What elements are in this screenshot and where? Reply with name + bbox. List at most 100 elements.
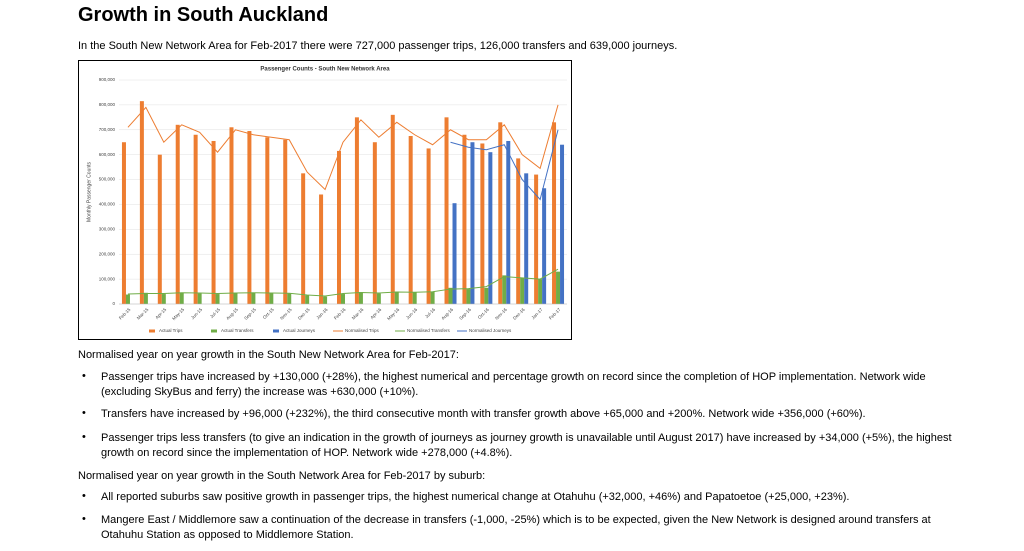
legend-label: Actual Journeys: [283, 328, 316, 333]
bar: [552, 122, 557, 304]
bar: [269, 292, 274, 304]
legend-label: Normalised Transfers: [407, 328, 451, 333]
bullet-text: Passenger trips less transfers (to give …: [101, 432, 952, 459]
x-tick-label: Oct-16: [477, 307, 490, 320]
x-tick-label: Sep-16: [458, 307, 472, 321]
x-tick-label: Jul-16: [424, 307, 437, 320]
bullet: •: [82, 490, 86, 502]
bar: [354, 117, 359, 304]
chart-box: Passenger Counts - South New Network Are…: [78, 60, 572, 340]
legend-label: Normalised Journeys: [469, 328, 512, 333]
chart: Passenger Counts - South New Network Are…: [86, 67, 567, 333]
bar: [506, 140, 511, 304]
bar: [444, 117, 449, 304]
x-tick-label: Oct-15: [262, 307, 275, 320]
bar: [538, 279, 543, 304]
bar: [462, 134, 467, 304]
x-tick-label: Jan-17: [530, 307, 544, 321]
bar: [430, 291, 435, 304]
y-tick-label: 0: [112, 301, 115, 306]
y-tick-label: 800,000: [99, 102, 116, 107]
bar: [161, 294, 166, 304]
bar: [143, 292, 148, 304]
x-tick-label: May-16: [386, 307, 400, 321]
y-tick-label: 600,000: [99, 152, 116, 157]
bullet-text: Mangere East / Middlemore saw a continua…: [101, 514, 931, 541]
bar: [251, 292, 256, 304]
bar: [197, 293, 202, 304]
bullet-text: Transfers have increased by +96,000 (+23…: [101, 408, 866, 420]
x-tick-label: Feb-17: [548, 307, 562, 321]
x-tick-label: Jan-16: [315, 307, 329, 321]
y-tick-label: 100,000: [99, 276, 116, 281]
bar: [193, 134, 198, 304]
x-tick-label: Nov-16: [494, 307, 508, 321]
x-tick-label: Jul-15: [209, 307, 222, 320]
bar: [265, 137, 270, 304]
bar: [560, 144, 565, 304]
bar: [337, 150, 341, 304]
bar: [301, 173, 306, 304]
legend-label: Normalised Trips: [345, 328, 380, 333]
bar: [516, 158, 521, 304]
bar: [488, 152, 493, 304]
bullet: •: [82, 431, 86, 443]
legend-label: Actual Trips: [159, 328, 183, 333]
y-tick-label: 300,000: [99, 227, 116, 232]
x-tick-label: May-15: [171, 307, 185, 321]
bar: [247, 131, 252, 304]
bar: [179, 292, 184, 304]
legend-swatch: [211, 329, 217, 333]
x-tick-label: Jun-15: [190, 307, 204, 321]
heading: Growth in South Auckland: [78, 4, 329, 26]
bullet-text: Passenger trips have increased by +130,0…: [101, 371, 926, 398]
x-tick-label: Dec-15: [297, 307, 311, 321]
y-tick-label: 700,000: [99, 127, 116, 132]
bar: [502, 275, 507, 304]
x-tick-label: Apr-15: [154, 307, 167, 320]
bar: [341, 294, 345, 304]
line: [127, 268, 559, 297]
x-tick-label: Aug-15: [225, 307, 239, 321]
legend-swatch: [273, 329, 279, 333]
bar: [426, 148, 431, 304]
intro: In the South New Network Area for Feb-20…: [78, 40, 678, 52]
bar: [520, 277, 525, 304]
bar: [157, 154, 162, 304]
x-tick-label: Mar-16: [351, 307, 365, 321]
bar: [319, 194, 324, 304]
bar: [452, 203, 457, 304]
legend-swatch: [149, 329, 155, 333]
bar: [215, 294, 220, 304]
bar: [233, 292, 238, 304]
bar: [394, 291, 399, 304]
bar: [287, 293, 292, 304]
bar: [323, 296, 328, 304]
line: [450, 129, 559, 201]
bullet: •: [82, 513, 86, 525]
bar: [390, 114, 395, 304]
bar: [125, 294, 130, 304]
y-tick-label: 500,000: [99, 177, 116, 182]
x-tick-label: Feb-15: [118, 307, 132, 321]
bar: [139, 101, 144, 305]
legend-label: Actual Transfers: [221, 328, 254, 333]
bar: [305, 295, 310, 304]
bar: [480, 143, 485, 304]
x-tick-label: Dec-16: [512, 307, 526, 321]
bar: [470, 142, 475, 304]
bar: [358, 292, 363, 304]
y-tick-label: 400,000: [99, 202, 116, 207]
bar: [466, 289, 471, 304]
x-tick-label: Feb-16: [333, 307, 347, 321]
bullet: •: [82, 370, 86, 382]
y-axis-label: Monthly Passenger Counts: [86, 161, 92, 222]
bar: [534, 174, 539, 304]
bar: [408, 136, 413, 304]
bar: [542, 188, 547, 304]
bar: [412, 292, 417, 304]
bar: [448, 287, 453, 304]
y-tick-label: 200,000: [99, 251, 116, 256]
bar: [175, 124, 180, 304]
